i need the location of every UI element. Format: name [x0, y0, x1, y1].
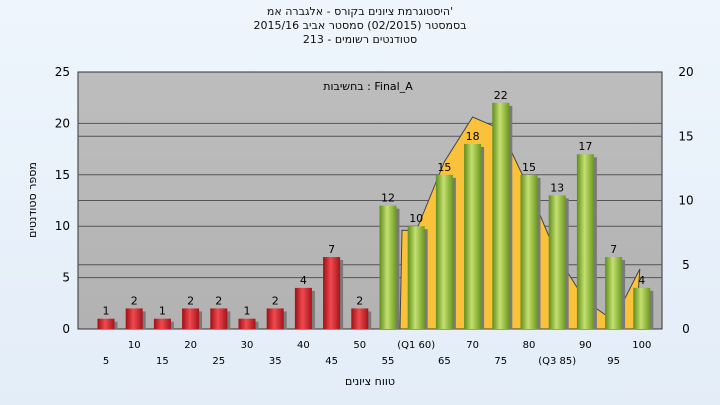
x-tick-label: 90	[579, 340, 592, 351]
bar-value-label: 1	[103, 305, 110, 318]
y2-tick-label: 10	[678, 194, 693, 208]
x-tick-label: 15	[156, 356, 169, 367]
x-tick-label: 5	[103, 356, 109, 367]
y2-tick-label: 5	[682, 258, 690, 272]
bar-value-label: 2	[356, 294, 363, 307]
histogram-bar	[238, 318, 256, 329]
histogram-bar	[407, 226, 425, 329]
histogram-bar	[520, 174, 538, 329]
y2-tick-label: 15	[678, 129, 693, 143]
bar-value-label: 2	[131, 294, 138, 307]
chart-title-line1: היסטוגרמת ציונים בקורס - אלגברה אמ'	[266, 5, 454, 18]
x-tick-label: 35	[269, 356, 282, 367]
histogram-bar	[210, 308, 228, 329]
x-tick-label: 100	[632, 340, 651, 351]
y2-axis-ticks: 0 5 10 15 20	[678, 65, 693, 336]
histogram-bar	[294, 287, 312, 329]
histogram-bar	[435, 174, 453, 329]
bar-value-label: 2	[272, 294, 279, 307]
x-tick-label: 95	[607, 356, 620, 367]
bar-value-label: 4	[300, 274, 307, 287]
x-tick-label: 50	[353, 340, 366, 351]
histogram-bar	[605, 257, 623, 329]
annotation-label: בחשיבות : Final_A	[323, 80, 413, 93]
histogram-bar	[633, 287, 651, 329]
x-tick-label: 70	[466, 340, 479, 351]
bar-value-label: 2	[215, 294, 222, 307]
x-tick-label: 75	[494, 356, 507, 367]
bar-value-label: 15	[437, 161, 451, 174]
histogram-bar	[351, 308, 369, 329]
histogram-bar	[576, 154, 594, 329]
histogram-bar	[97, 318, 115, 329]
bar-value-label: 10	[409, 212, 423, 225]
histogram-bar	[266, 308, 284, 329]
x-axis-label: טווח ציונים	[345, 375, 395, 388]
bar-value-label: 15	[522, 161, 536, 174]
bar-value-label: 18	[466, 130, 480, 143]
histogram-bar	[323, 257, 341, 329]
x-tick-label: 25	[212, 356, 225, 367]
x-tick-label: (Q1 60)	[397, 340, 435, 351]
y2-tick-label: 0	[682, 322, 690, 336]
bar-value-label: 13	[550, 181, 564, 194]
histogram-bar	[153, 318, 171, 329]
x-tick-label: 40	[297, 340, 310, 351]
x-tick-label: 55	[382, 356, 395, 367]
chart-title-line2: בסמסטר (02/2015) סמסטר אביב 2015/16	[253, 19, 467, 32]
histogram-bar	[548, 195, 566, 329]
bar-value-label: 7	[328, 243, 335, 256]
x-tick-label: 10	[128, 340, 141, 351]
histogram-bar	[125, 308, 143, 329]
chart-title-line3: 213 - סטודנטים רשומים	[302, 33, 418, 46]
bar-value-label: 7	[610, 243, 617, 256]
bar-value-label: 12	[381, 192, 395, 205]
bar-value-label: 22	[494, 89, 508, 102]
y-tick-label: 0	[62, 322, 70, 336]
y-axis-label: מספר סטודנטים	[26, 162, 39, 238]
y-axis-ticks: 0 5 10 15 20 25	[55, 65, 70, 336]
histogram-bar	[464, 143, 482, 329]
x-tick-label: 20	[184, 340, 197, 351]
y-tick-label: 25	[55, 65, 70, 79]
bar-value-label: 17	[578, 140, 592, 153]
x-tick-label: 45	[325, 356, 338, 367]
bar-value-label: 1	[159, 305, 166, 318]
y2-tick-label: 20	[678, 65, 693, 79]
histogram-bar	[379, 205, 397, 329]
histogram-bar	[492, 102, 510, 329]
y-tick-label: 5	[62, 271, 70, 285]
y-tick-label: 15	[55, 168, 70, 182]
x-tick-label: 30	[241, 340, 254, 351]
y-tick-label: 10	[55, 219, 70, 233]
x-tick-label: 80	[523, 340, 536, 351]
x-tick-label: 65	[438, 356, 451, 367]
bar-value-label: 1	[244, 305, 251, 318]
histogram-bar	[182, 308, 200, 329]
y-tick-label: 20	[55, 116, 70, 130]
bar-value-label: 4	[638, 274, 645, 287]
bar-value-label: 2	[187, 294, 194, 307]
x-tick-label: (Q3 85)	[538, 356, 576, 367]
x-axis-ticks: 5 10 15 20 25 30 35 40 45 50 55(Q1 60)65 70 75 80(Q3 …	[103, 340, 652, 367]
